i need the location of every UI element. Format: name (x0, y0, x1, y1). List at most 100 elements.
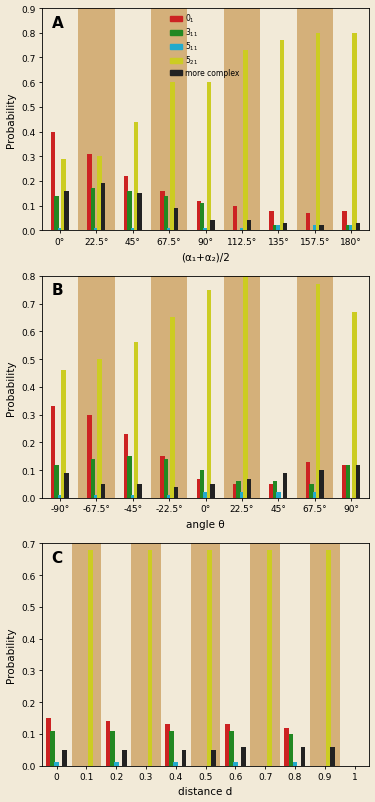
Bar (101, 184, 105, 231)
Bar (246, 221, 251, 231)
Bar (88, 550, 93, 766)
Bar (241, 747, 246, 766)
Text: C: C (52, 550, 63, 565)
Bar (167, 229, 171, 231)
Bar (124, 176, 128, 231)
Bar (346, 226, 350, 231)
Bar (346, 465, 350, 498)
Bar (269, 211, 274, 231)
Bar (320, 471, 324, 498)
Bar (250, 544, 280, 766)
Bar (309, 484, 314, 498)
Bar (167, 496, 171, 498)
Bar (207, 290, 211, 498)
X-axis label: (α₁+α₂)/2: (α₁+α₂)/2 (181, 252, 230, 261)
Bar (87, 155, 92, 231)
Bar (130, 496, 135, 498)
Bar (151, 9, 188, 231)
Bar (91, 189, 95, 231)
Bar (316, 285, 321, 498)
Bar (207, 83, 211, 231)
Bar (94, 496, 99, 498)
Bar (170, 731, 174, 766)
Bar (174, 209, 178, 231)
Bar (122, 750, 127, 766)
Bar (297, 9, 333, 231)
Bar (236, 482, 241, 498)
Bar (342, 211, 347, 231)
Bar (233, 763, 238, 766)
Bar (46, 718, 51, 766)
Bar (352, 313, 357, 498)
Bar (196, 479, 201, 498)
Bar (203, 492, 208, 498)
Bar (349, 226, 354, 231)
Bar (312, 226, 317, 231)
Bar (240, 229, 244, 231)
Bar (326, 550, 331, 766)
Bar (288, 734, 293, 766)
X-axis label: angle θ: angle θ (186, 519, 225, 529)
Bar (173, 763, 178, 766)
Bar (203, 229, 208, 231)
Bar (283, 224, 288, 231)
Bar (301, 747, 306, 766)
Bar (191, 544, 220, 766)
Bar (98, 359, 102, 498)
Bar (306, 462, 310, 498)
Bar (87, 415, 92, 498)
Bar (134, 123, 138, 231)
Bar (78, 277, 114, 498)
Bar (51, 132, 56, 231)
Bar (58, 229, 62, 231)
Bar (297, 277, 333, 498)
Bar (72, 544, 101, 766)
Bar (306, 214, 310, 231)
Bar (164, 196, 168, 231)
Bar (207, 550, 212, 766)
Bar (243, 277, 248, 498)
Bar (170, 318, 175, 498)
Bar (58, 496, 62, 498)
Bar (170, 83, 175, 231)
Bar (279, 41, 284, 231)
Y-axis label: Probability: Probability (6, 627, 15, 683)
Bar (273, 482, 277, 498)
Bar (246, 479, 251, 498)
Bar (64, 192, 69, 231)
Bar (62, 750, 67, 766)
Bar (54, 763, 59, 766)
Bar (210, 221, 214, 231)
Bar (224, 277, 260, 498)
Bar (316, 34, 321, 231)
Bar (200, 471, 204, 498)
Bar (160, 456, 165, 498)
Bar (356, 465, 360, 498)
Bar (50, 731, 55, 766)
Bar (196, 201, 201, 231)
Bar (267, 550, 272, 766)
Bar (101, 484, 105, 498)
Bar (130, 229, 135, 231)
Bar (200, 204, 204, 231)
Bar (148, 550, 153, 766)
Text: A: A (52, 16, 63, 30)
Bar (61, 160, 66, 231)
Bar (225, 724, 230, 766)
Bar (114, 763, 118, 766)
Bar (160, 192, 165, 231)
Bar (285, 727, 289, 766)
Bar (320, 226, 324, 231)
Bar (165, 724, 170, 766)
Bar (273, 226, 277, 231)
Bar (54, 196, 59, 231)
Bar (243, 51, 248, 231)
Bar (94, 229, 99, 231)
Legend: 0$_1$, 3$_{11}$, 5$_{11}$, 5$_{21}$, more complex: 0$_1$, 3$_{11}$, 5$_{11}$, 5$_{21}$, mor… (170, 13, 239, 78)
Bar (54, 465, 59, 498)
Bar (127, 456, 132, 498)
Bar (210, 484, 214, 498)
Bar (240, 492, 244, 498)
Bar (124, 435, 128, 498)
Bar (110, 731, 114, 766)
